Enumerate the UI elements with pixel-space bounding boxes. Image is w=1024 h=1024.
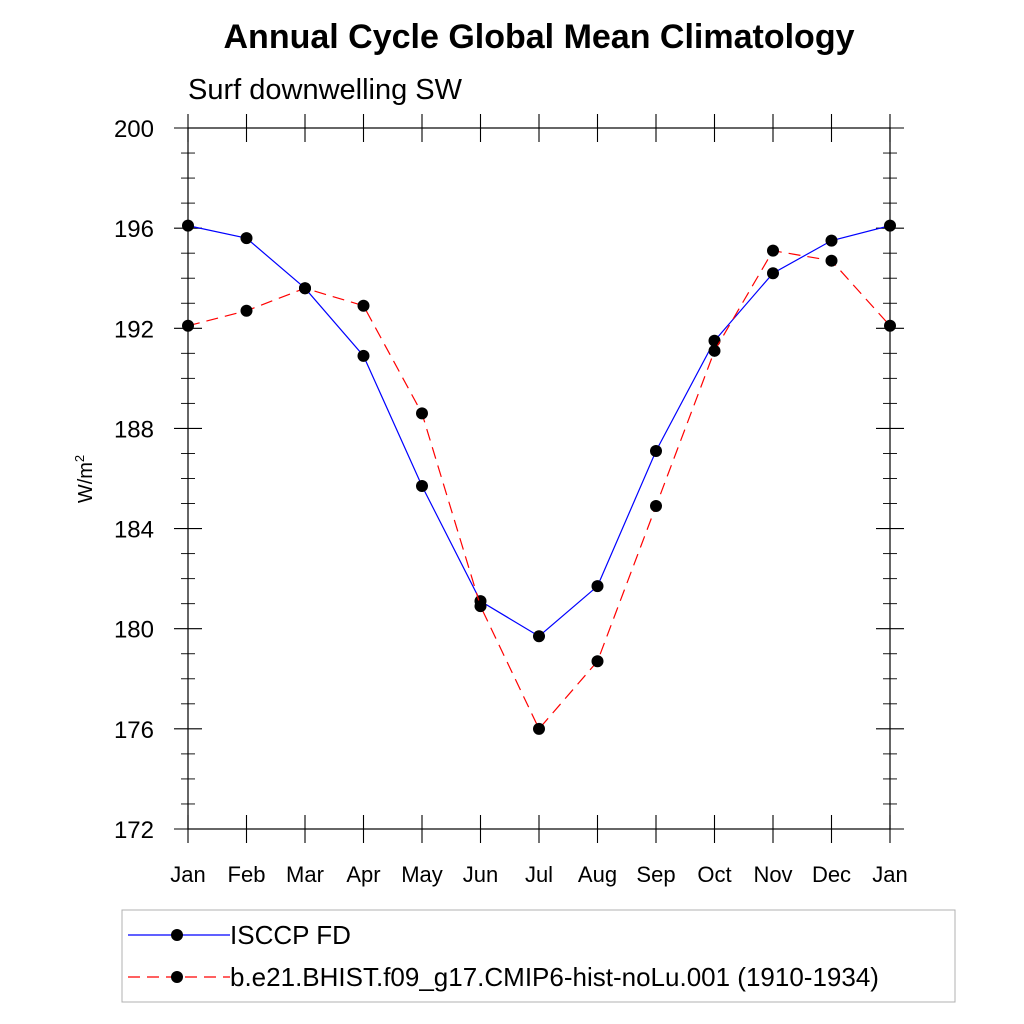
series-1-point: [825, 234, 838, 247]
x-tick-label: Sep: [636, 862, 675, 887]
x-tick-label: Jul: [525, 862, 553, 887]
y-axis-label-superscript: 2: [72, 455, 87, 462]
x-tick-label: Oct: [697, 862, 731, 887]
series-1-point: [591, 580, 604, 593]
series-line-2: [187, 250, 891, 730]
x-tick-label: Jan: [872, 862, 907, 887]
y-tick-label: 180: [114, 617, 154, 644]
series-1-point: [708, 334, 721, 347]
x-tick-label: Feb: [228, 862, 266, 887]
x-tick-label: May: [401, 862, 443, 887]
series-1-point: [240, 232, 253, 245]
x-tick-label: Nov: [753, 862, 792, 887]
y-tick-label: 184: [114, 517, 154, 544]
x-tick-label: Jan: [170, 862, 205, 887]
x-tick-label: Mar: [286, 862, 324, 887]
series-1-point: [767, 267, 779, 280]
y-axis-label-text: W/m: [75, 462, 97, 503]
series-2-point: [299, 282, 311, 295]
y-tick-label: 200: [114, 116, 154, 143]
series-2-point: [708, 344, 721, 357]
series-2-point: [357, 299, 370, 312]
series-2-point: [591, 655, 604, 668]
series-line-1: [187, 225, 891, 637]
series-2-point: [884, 319, 896, 332]
svg-text:W/m2: W/m2: [72, 455, 97, 503]
series-2-point: [240, 304, 253, 317]
y-tick-label: 196: [114, 216, 154, 243]
series-2-point: [416, 407, 428, 420]
chart-subtitle: Surf downwelling SW: [188, 74, 463, 106]
series-1-point: [357, 349, 370, 362]
series-1-point: [416, 480, 428, 493]
axes: 172 176 180 184 188 192 196 200 Jan Feb Mar Apr May J…: [114, 114, 908, 887]
y-tick-label: 176: [114, 717, 154, 744]
x-tick-label: Jun: [463, 862, 498, 887]
x-tick-label: Aug: [578, 862, 617, 887]
legend-box: [121, 909, 956, 1003]
series-1-point: [533, 630, 545, 643]
y-tick-label: 192: [114, 316, 154, 343]
chart-title: Annual Cycle Global Mean Climatology: [224, 18, 855, 56]
series-1-point: [182, 219, 194, 232]
y-axis-label: W/m2: [72, 455, 97, 503]
legend-swatch-marker-1: [171, 929, 183, 941]
y-tick-label: 172: [114, 817, 154, 844]
legend: ISCCP FD b.e21.BHIST.f09_g17.CMIP6-hist-n…: [121, 909, 956, 1003]
series-1-point: [650, 444, 662, 457]
series-2-point: [533, 722, 545, 735]
legend-label-2: b.e21.BHIST.f09_g17.CMIP6-hist-noLu.001 …: [230, 962, 879, 992]
legend-label-1: ISCCP FD: [230, 920, 351, 950]
series-2-point: [474, 600, 487, 613]
plot-area: [182, 219, 896, 735]
series-2-point: [825, 254, 838, 267]
y-tick-label: 188: [114, 416, 154, 443]
series-1-point: [884, 219, 896, 232]
legend-swatch-marker-2: [171, 971, 183, 983]
series-2-point: [650, 500, 662, 513]
x-tick-label: Apr: [346, 862, 380, 887]
x-tick-label: Dec: [812, 862, 851, 887]
series-2-point: [767, 244, 779, 257]
series-2-point: [182, 319, 194, 332]
